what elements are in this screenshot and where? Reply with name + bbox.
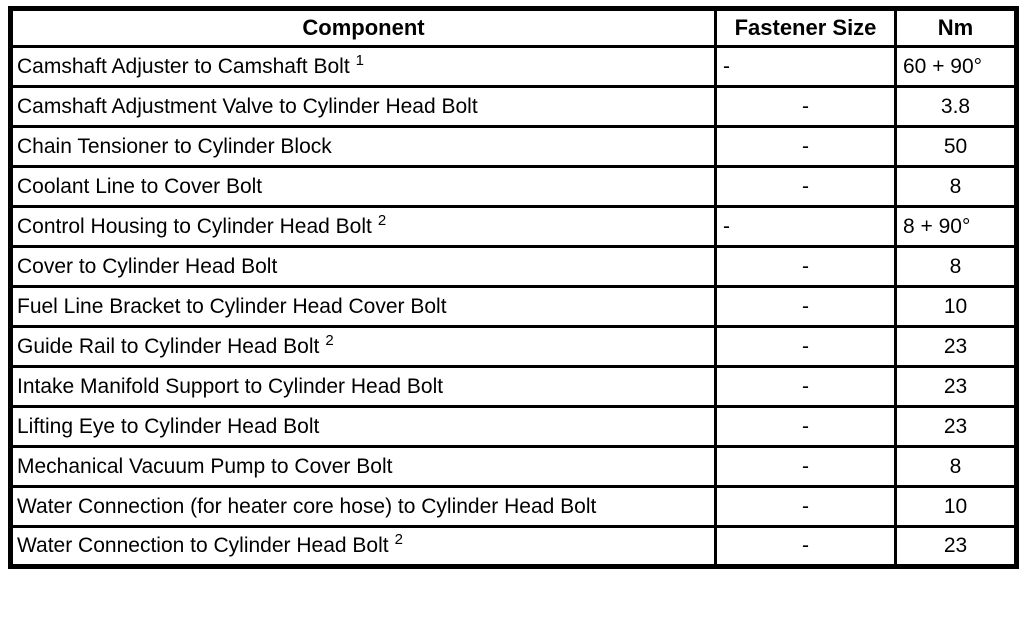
- nm-cell: 23: [894, 525, 1018, 568]
- table-row: Chain Tensioner to Cylinder Block - 50: [9, 125, 1018, 168]
- table-row: Control Housing to Cylinder Head Bolt 2 -…: [9, 205, 1018, 248]
- nm-cell: 10: [894, 285, 1018, 328]
- component-text: Fuel Line Bracket to Cylinder Head Cover…: [17, 294, 447, 318]
- component-cell: Lifting Eye to Cylinder Head Bolt: [9, 405, 717, 448]
- fastener-size-cell: -: [714, 205, 897, 248]
- footnote-superscript: 2: [377, 211, 387, 229]
- component-cell: Mechanical Vacuum Pump to Cover Bolt: [9, 445, 717, 488]
- table-row: Intake Manifold Support to Cylinder Head…: [9, 365, 1018, 408]
- table-row: Cover to Cylinder Head Bolt - 8: [9, 245, 1018, 288]
- fastener-size-cell: -: [714, 485, 897, 528]
- table-row: Lifting Eye to Cylinder Head Bolt - 23: [9, 405, 1018, 448]
- nm-cell: 8: [894, 445, 1018, 488]
- fastener-size-cell: -: [714, 525, 897, 568]
- table-row: Water Connection (for heater core hose) …: [9, 485, 1018, 528]
- component-cell: Camshaft Adjustment Valve to Cylinder He…: [9, 85, 717, 128]
- column-header-component: Component: [9, 7, 717, 48]
- table-row: Fuel Line Bracket to Cylinder Head Cover…: [9, 285, 1018, 328]
- table-row: Camshaft Adjuster to Camshaft Bolt 1 - 60…: [9, 45, 1018, 88]
- fastener-size-cell: -: [714, 445, 897, 488]
- nm-cell: 23: [894, 365, 1018, 408]
- component-cell: Coolant Line to Cover Bolt: [9, 165, 717, 208]
- component-cell: Control Housing to Cylinder Head Bolt 2: [9, 205, 717, 248]
- table-header-row: Component Fastener Size Nm: [9, 7, 1018, 48]
- component-text: Intake Manifold Support to Cylinder Head…: [17, 374, 444, 398]
- component-cell: Guide Rail to Cylinder Head Bolt 2: [9, 325, 717, 368]
- footnote-superscript: 2: [325, 331, 334, 349]
- component-text: Control Housing to Cylinder Head Bolt: [17, 214, 372, 238]
- nm-cell: 50: [894, 125, 1018, 168]
- nm-cell: 8: [894, 245, 1018, 288]
- component-text: Cover to Cylinder Head Bolt: [17, 254, 278, 278]
- component-text: Lifting Eye to Cylinder Head Bolt: [17, 414, 320, 438]
- fastener-size-cell: -: [714, 245, 897, 288]
- component-text: Water Connection to Cylinder Head Bolt: [17, 534, 389, 558]
- nm-cell: 23: [894, 325, 1018, 368]
- nm-cell: 8 + 90°: [894, 205, 1018, 248]
- fastener-size-cell: -: [714, 365, 897, 408]
- nm-cell: 3.8: [894, 85, 1018, 128]
- fastener-size-cell: -: [714, 85, 897, 128]
- table-row: Coolant Line to Cover Bolt - 8: [9, 165, 1018, 208]
- component-cell: Camshaft Adjuster to Camshaft Bolt 1: [9, 45, 717, 88]
- component-text: Chain Tensioner to Cylinder Block: [17, 134, 332, 158]
- table-row: Water Connection to Cylinder Head Bolt 2 …: [9, 525, 1018, 568]
- component-cell: Intake Manifold Support to Cylinder Head…: [9, 365, 717, 408]
- nm-cell: 23: [894, 405, 1018, 448]
- fastener-size-cell: -: [714, 165, 897, 208]
- nm-cell: 10: [894, 485, 1018, 528]
- component-cell: Fuel Line Bracket to Cylinder Head Cover…: [9, 285, 717, 328]
- component-text: Camshaft Adjustment Valve to Cylinder He…: [17, 94, 478, 118]
- component-text: Camshaft Adjuster to Camshaft Bolt: [17, 54, 350, 78]
- table-row: Mechanical Vacuum Pump to Cover Bolt - 8: [9, 445, 1018, 488]
- nm-cell: 60 + 90°: [894, 45, 1018, 88]
- component-cell: Chain Tensioner to Cylinder Block: [9, 125, 717, 168]
- table-row: Guide Rail to Cylinder Head Bolt 2 - 23: [9, 325, 1018, 368]
- component-text: Guide Rail to Cylinder Head Bolt: [17, 334, 320, 358]
- component-cell: Water Connection to Cylinder Head Bolt 2: [9, 525, 717, 568]
- fastener-size-cell: -: [714, 45, 897, 88]
- table-row: Camshaft Adjustment Valve to Cylinder He…: [9, 85, 1018, 128]
- table-body: Camshaft Adjuster to Camshaft Bolt 1 - 60…: [9, 45, 1018, 568]
- footnote-superscript: 2: [394, 531, 403, 549]
- component-text: Mechanical Vacuum Pump to Cover Bolt: [17, 454, 393, 478]
- component-cell: Cover to Cylinder Head Bolt: [9, 245, 717, 288]
- fastener-size-cell: -: [714, 405, 897, 448]
- column-header-fastener-size: Fastener Size: [714, 7, 897, 48]
- column-header-nm: Nm: [894, 7, 1018, 48]
- component-text: Water Connection (for heater core hose) …: [17, 494, 597, 518]
- nm-cell: 8: [894, 165, 1018, 208]
- component-text: Coolant Line to Cover Bolt: [17, 174, 263, 198]
- torque-spec-table: Component Fastener Size Nm Camshaft Adju…: [8, 6, 1019, 569]
- fastener-size-cell: -: [714, 125, 897, 168]
- component-cell: Water Connection (for heater core hose) …: [9, 485, 717, 528]
- footnote-superscript: 1: [355, 51, 364, 69]
- fastener-size-cell: -: [714, 285, 897, 328]
- fastener-size-cell: -: [714, 325, 897, 368]
